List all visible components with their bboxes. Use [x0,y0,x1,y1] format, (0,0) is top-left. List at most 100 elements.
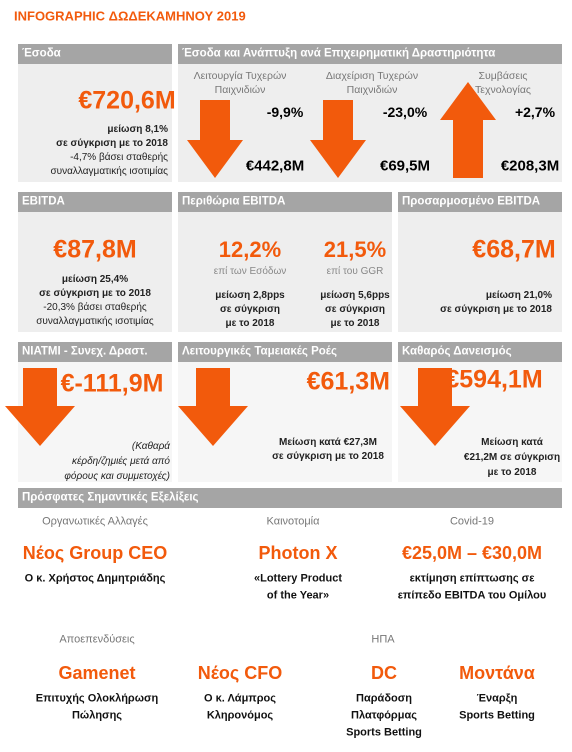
category-label: Covid-19 [449,515,495,528]
header-bar [178,192,392,212]
text-line: -20,3% βάσει σταθερής [43,302,147,313]
margin-basis: επί των Εσόδων [213,266,287,277]
up-arrow [440,82,496,178]
segment-value: €442,8M [245,157,305,175]
text-line: μείωση 8,1% [107,124,168,135]
panel [398,192,562,332]
text-line: -4,7% βάσει σταθερής [70,152,168,163]
panel [178,44,562,182]
header-bar [178,342,392,362]
section-header: Πρόσφατες Σημαντικές Εξελίξεις [22,491,199,504]
text-line: σε σύγκριση με το 2018 [272,451,384,462]
header-bar [18,44,172,64]
text-line: Διαχείριση Τυχερών [325,69,419,82]
development-title: Μοντάνα [459,663,535,683]
text-line: Παράδοση [356,692,412,705]
text-line: μείωση 5,6pps [320,290,390,301]
text-line: μείωση 21,0% [485,290,552,301]
margin-basis: επί του GGR [326,266,384,277]
text-line: Sports Betting [459,709,535,722]
text-line: επίπεδο EBITDA του Ομίλου [397,589,547,602]
margin-value: 21,5% [323,237,387,262]
development-title: Νέος CFO [197,663,283,683]
text-line: μείωση 2,8pps [215,290,285,301]
section-header: Έσοδα [22,47,61,60]
kpi-value: €720,6M [78,86,176,115]
text-line: κέρδη/ζημιές μετά από [71,456,170,467]
header-bar [18,342,172,362]
section-header: ΝΙΑΤΜΙ - Συνεχ. Δραστ. [22,345,148,358]
text-line: σε σύγκριση [324,304,386,315]
text-line: σε σύγκριση [219,304,281,315]
text-line: με το 2018 [487,467,537,478]
segment-value: €69,5M [379,157,431,175]
down-arrow [310,100,366,178]
panel [178,192,392,332]
down-arrow [5,368,75,446]
text-line: Τεχνολογίας [475,83,531,96]
text-line: σε σύγκριση με το 2018 [39,288,151,299]
segment-change: +2,7% [514,104,556,120]
text-line: Λειτουργία Τυχερών [193,69,287,82]
header-bar [18,192,172,212]
text-line: με το 2018 [330,318,380,329]
section-header: EBITDA [22,195,65,208]
text-line: (Καθαρά [131,441,170,452]
section-header: Περιθώρια EBITDA [182,195,286,208]
kpi-value: €87,8M [53,235,137,264]
down-arrow [178,368,248,446]
panel [18,44,172,182]
text-line: Ο κ. Λάμπρος [204,692,276,705]
segment-change: -9,9% [266,104,304,120]
segment-value: €208,3M [500,157,560,175]
category-label: Καινοτομία [266,515,320,528]
text-line: σε σύγκριση με το 2018 [56,138,168,149]
category-label: Οργανωτικές Αλλαγές [42,515,148,528]
kpi-value: €68,7M [472,235,556,264]
text-line: φόρους και συμμετοχές) [64,471,170,482]
panel [18,192,172,332]
text-line: συναλλαγματικής ισοτιμίας [50,166,169,177]
header-bar [18,488,562,508]
page-title: INFOGRAPHIC ΔΩΔΕΚΑΜΗΝΟΥ 2019 [14,8,246,24]
text-line: Sports Betting [346,726,422,739]
kpi-value: €-111,9M [60,369,164,398]
header-bar [398,192,562,212]
text-line: με το 2018 [225,318,275,329]
text-line: Ο κ. Χρήστος Δημητριάδης [24,572,166,585]
text-line: of the Year» [266,589,330,602]
text-line: σε σύγκριση με το 2018 [440,304,552,315]
category-label: ΗΠΑ [371,633,395,646]
text-line: Κληρονόμος [206,709,274,722]
text-line: €21,2M σε σύγκριση [463,452,561,463]
development-title: Photon X [258,543,338,563]
text-line: Μείωση κατά [481,437,543,448]
text-line: Συμβάσεις [478,69,528,82]
development-title: €25,0M – €30,0M [401,543,543,563]
header-bar [398,342,562,362]
category-label: Αποεπενδύσεις [59,633,135,646]
text-line: Πώλησης [71,709,123,722]
section-header: Προσαρμοσμένο EBITDA [402,195,541,208]
kpi-value: €594,1M [445,365,543,394]
development-title: Gamenet [58,663,136,683]
text-line: εκτίμηση επίπτωσης σε [409,572,535,585]
margin-value: 12,2% [218,237,282,262]
down-arrow [187,100,243,178]
text-line: Έναρξη [476,692,518,705]
text-line: Παιχνιδιών [214,83,266,96]
text-line: Μείωση κατά €27,3M [279,437,377,448]
text-line: Παιχνιδιών [346,83,398,96]
section-header: Λειτουργικές Ταμειακές Ροές [182,345,337,358]
development-title: DC [371,663,397,683]
kpi-value: €61,3M [306,367,390,396]
text-line: Επιτυχής Ολοκλήρωση [35,692,159,705]
development-title: Νέος Group CEO [22,543,168,563]
text-line: μείωση 25,4% [61,274,129,285]
header-bar [178,44,562,64]
text-line: Πλατφόρμας [351,709,417,722]
section-header: Καθαρός Δανεισμός [402,345,512,358]
text-line: «Lottery Product [253,572,343,585]
